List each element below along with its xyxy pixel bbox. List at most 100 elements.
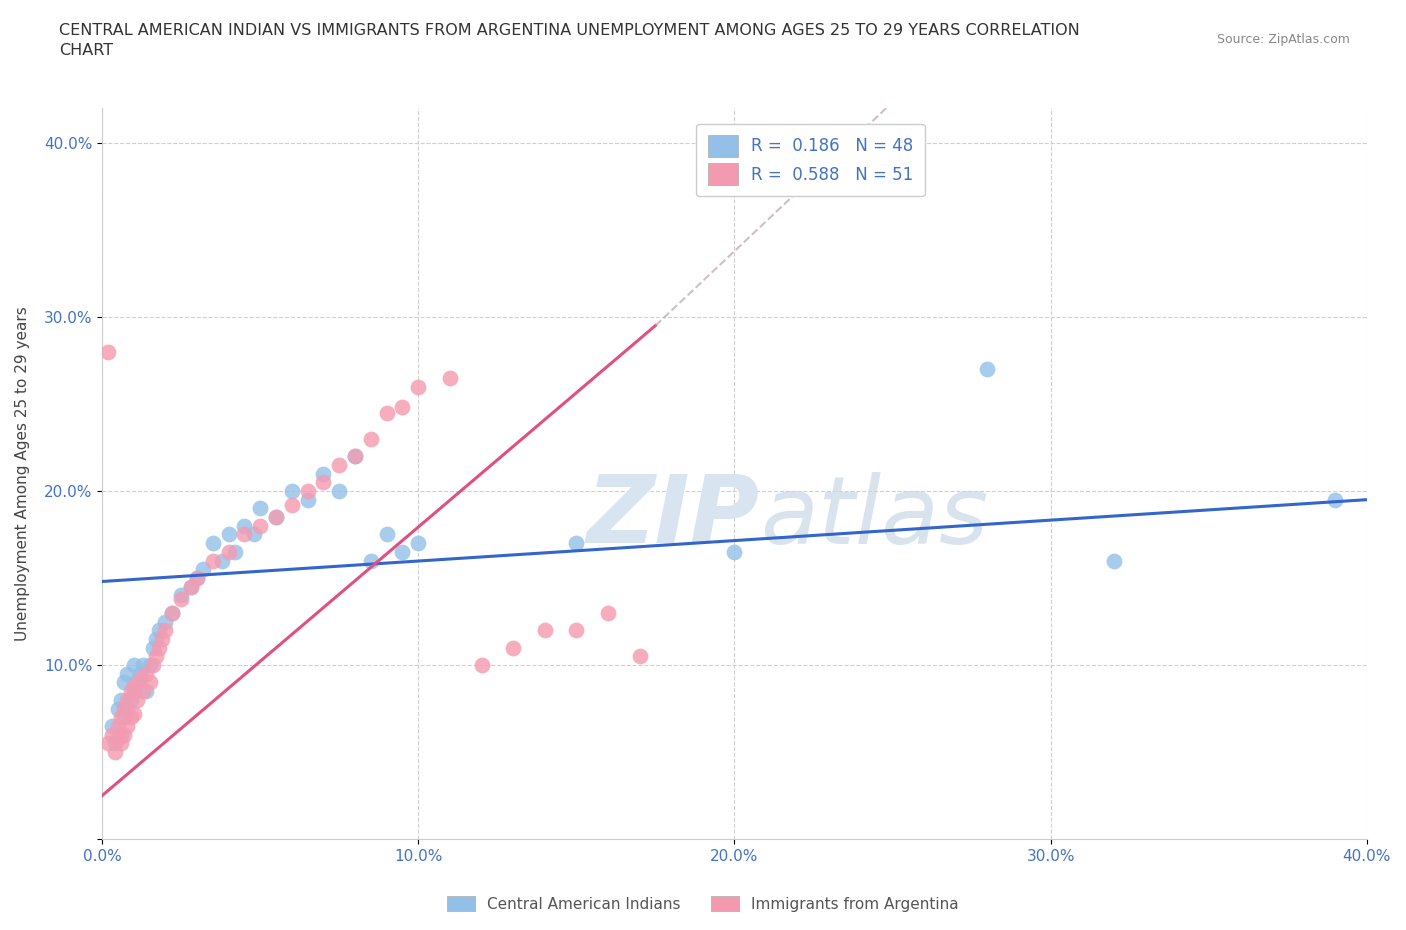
- Point: [135, 684, 157, 698]
- Point: [1102, 553, 1125, 568]
- Point: [976, 362, 998, 377]
- Point: [297, 484, 319, 498]
- Text: atlas: atlas: [759, 472, 988, 563]
- Point: [565, 623, 588, 638]
- Point: [122, 707, 145, 722]
- Point: [148, 623, 170, 638]
- Point: [281, 498, 304, 512]
- Point: [107, 731, 129, 746]
- Text: Source: ZipAtlas.com: Source: ZipAtlas.com: [1216, 33, 1350, 46]
- Point: [142, 658, 165, 672]
- Point: [328, 484, 350, 498]
- Point: [1324, 492, 1347, 507]
- Point: [264, 510, 287, 525]
- Point: [100, 719, 122, 734]
- Point: [233, 527, 256, 542]
- Point: [110, 727, 132, 742]
- Point: [117, 719, 139, 734]
- Point: [218, 527, 240, 542]
- Point: [132, 658, 155, 672]
- Point: [125, 693, 148, 708]
- Point: [145, 649, 167, 664]
- Point: [375, 405, 398, 420]
- Point: [170, 591, 193, 606]
- Point: [224, 544, 246, 559]
- Point: [97, 344, 120, 359]
- Point: [138, 675, 160, 690]
- Point: [201, 553, 224, 568]
- Point: [155, 614, 177, 629]
- Point: [138, 658, 160, 672]
- Legend: R =  0.186   N = 48, R =  0.588   N = 51: R = 0.186 N = 48, R = 0.588 N = 51: [696, 124, 925, 196]
- Point: [502, 640, 524, 655]
- Point: [360, 432, 382, 446]
- Point: [110, 736, 132, 751]
- Point: [129, 666, 152, 681]
- Point: [132, 684, 155, 698]
- Point: [170, 588, 193, 603]
- Point: [122, 679, 145, 694]
- Point: [281, 484, 304, 498]
- Point: [148, 640, 170, 655]
- Point: [723, 544, 745, 559]
- Point: [439, 370, 461, 385]
- Point: [104, 736, 127, 751]
- Point: [243, 527, 266, 542]
- Point: [142, 640, 165, 655]
- Point: [120, 710, 142, 724]
- Point: [391, 544, 413, 559]
- Point: [264, 510, 287, 525]
- Point: [160, 605, 183, 620]
- Point: [135, 666, 157, 681]
- Point: [249, 518, 271, 533]
- Point: [193, 562, 215, 577]
- Point: [408, 379, 430, 394]
- Point: [122, 658, 145, 672]
- Point: [344, 448, 367, 463]
- Point: [107, 719, 129, 734]
- Point: [533, 623, 555, 638]
- Point: [122, 684, 145, 698]
- Point: [312, 475, 335, 490]
- Point: [120, 693, 142, 708]
- Point: [186, 571, 208, 586]
- Point: [186, 571, 208, 586]
- Point: [312, 466, 335, 481]
- Point: [360, 553, 382, 568]
- Point: [249, 501, 271, 516]
- Point: [628, 649, 651, 664]
- Point: [391, 400, 413, 415]
- Legend: Central American Indians, Immigrants from Argentina: Central American Indians, Immigrants fro…: [441, 889, 965, 918]
- Point: [112, 727, 135, 742]
- Point: [596, 605, 619, 620]
- Point: [375, 527, 398, 542]
- Point: [180, 579, 202, 594]
- Point: [160, 605, 183, 620]
- Point: [112, 710, 135, 724]
- Point: [145, 631, 167, 646]
- Point: [110, 710, 132, 724]
- Point: [107, 701, 129, 716]
- Point: [100, 727, 122, 742]
- Point: [97, 736, 120, 751]
- Point: [233, 518, 256, 533]
- Point: [104, 745, 127, 760]
- Point: [470, 658, 492, 672]
- Point: [120, 684, 142, 698]
- Point: [125, 675, 148, 690]
- Point: [180, 579, 202, 594]
- Point: [565, 536, 588, 551]
- Point: [117, 666, 139, 681]
- Point: [112, 675, 135, 690]
- Point: [112, 701, 135, 716]
- Point: [117, 693, 139, 708]
- Point: [110, 693, 132, 708]
- Text: ZIP: ZIP: [586, 472, 759, 564]
- Point: [408, 536, 430, 551]
- Point: [150, 631, 173, 646]
- Point: [297, 492, 319, 507]
- Point: [117, 701, 139, 716]
- Y-axis label: Unemployment Among Ages 25 to 29 years: Unemployment Among Ages 25 to 29 years: [15, 306, 30, 641]
- Point: [129, 671, 152, 686]
- Point: [218, 544, 240, 559]
